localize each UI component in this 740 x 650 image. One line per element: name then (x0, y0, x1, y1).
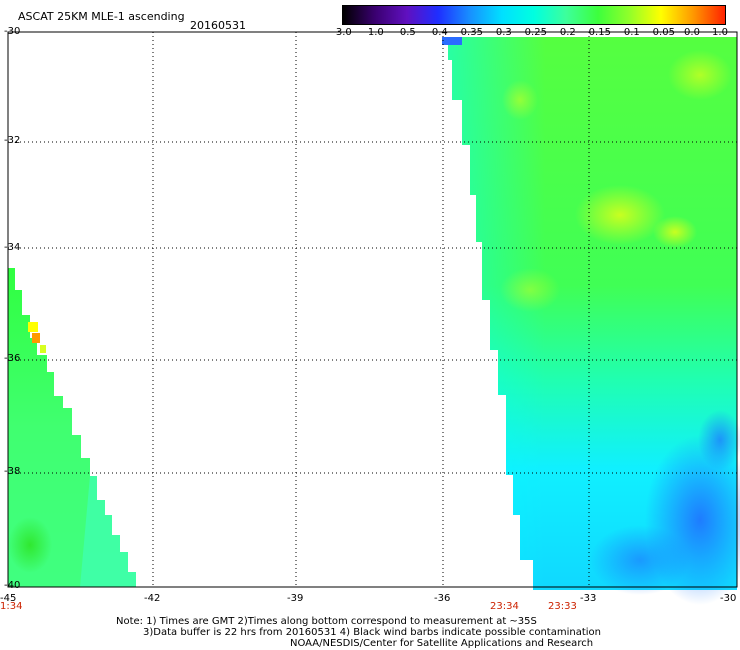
colorbar-cell (438, 6, 471, 24)
lon-label: -36 (434, 593, 451, 604)
colorbar-cell (502, 6, 534, 24)
lon-label: -30 (720, 593, 737, 604)
lat-label: -40 (4, 580, 21, 591)
lon-label: -42 (144, 593, 161, 604)
swath-east (442, 37, 740, 605)
note-line-2: 3)Data buffer is 22 hrs from 20160531 4)… (143, 627, 601, 638)
colorbar-cell (470, 6, 503, 24)
lat-label: -36 (4, 353, 21, 364)
note-line-3: NOAA/NESDIS/Center for Satellite Applica… (290, 638, 594, 649)
colorbar-cell (343, 6, 375, 24)
colorbar-cell (565, 6, 598, 24)
colorbar-cell (629, 6, 662, 24)
note-line-1: Note: 1) Times are GMT 2)Times along bot… (116, 616, 537, 627)
lat-label: -38 (4, 466, 21, 477)
colorbar-cell (406, 6, 439, 24)
colorbar-cell (693, 6, 725, 24)
lat-label: -30 (4, 26, 21, 37)
product-date: 20160531 (190, 19, 246, 32)
colorbar (342, 5, 726, 25)
colorbar-cell (533, 6, 566, 24)
plot-frame (7, 31, 738, 588)
colorbar-cell (661, 6, 694, 24)
graticule (8, 32, 737, 587)
swath-west (8, 268, 136, 587)
product-title: ASCAT 25KM MLE-1 ascending (18, 10, 185, 23)
colorbar-cell (597, 6, 630, 24)
lon-label: -39 (287, 593, 304, 604)
pass-time-label: 23:33 (548, 601, 577, 612)
colorbar-cell (374, 6, 407, 24)
lon-label: -45 (0, 593, 17, 604)
lon-label: -33 (580, 593, 597, 604)
pass-time-label: 23:34 (490, 601, 519, 612)
pass-time-label: 1:34 (0, 601, 23, 612)
lat-label: -34 (4, 242, 21, 253)
lat-label: -32 (4, 135, 21, 146)
